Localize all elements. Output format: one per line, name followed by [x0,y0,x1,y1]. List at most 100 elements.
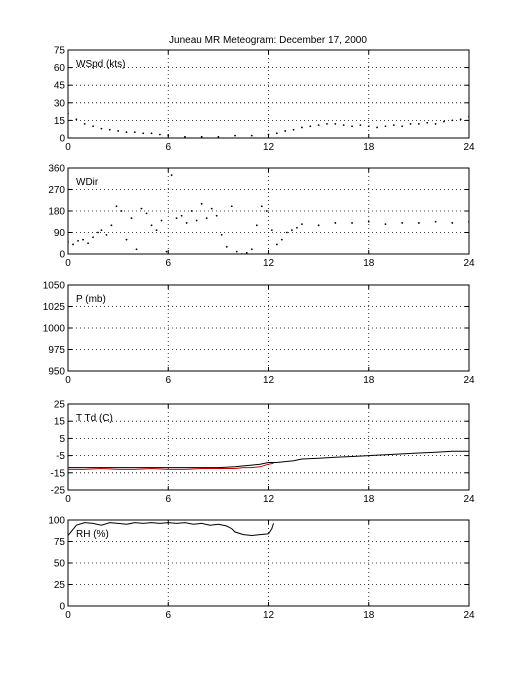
x-tick-label: 6 [165,142,171,153]
y-tick-label: 270 [48,185,65,196]
data-point [117,130,120,132]
data-point [384,125,387,128]
data-point [417,222,420,224]
data-point [160,219,163,222]
data-point [87,242,89,245]
x-tick-label: 12 [263,375,275,386]
data-point [255,224,258,227]
data-point [200,202,203,205]
x-tick-label: 6 [165,375,171,386]
data-point [83,123,86,125]
series-line [68,450,469,469]
data-point [285,231,288,234]
x-tick-label: 0 [65,375,71,386]
data-point [130,217,133,220]
x-tick-label: 12 [263,610,275,621]
data-point [468,220,469,223]
data-point [384,223,387,226]
data-point [301,126,303,129]
data-point [292,128,295,131]
data-point [342,124,345,126]
y-tick-label: -15 [51,468,66,479]
data-point [215,214,218,217]
data-point [72,243,74,246]
y-tick-label: 90 [54,228,66,239]
data-point [133,131,136,134]
y-tick-label: -5 [56,451,65,462]
data-point [184,135,186,138]
data-point [250,134,253,137]
y-tick-label: 1050 [43,281,66,292]
panel-label: WDir [76,177,99,188]
panel-label: P (mb) [76,294,106,305]
data-point [434,220,437,223]
data-point [97,231,99,234]
data-point [100,229,103,232]
data-point [290,229,293,232]
x-tick-label: 12 [263,494,275,505]
data-point [240,253,243,254]
x-tick-label: 0 [65,610,71,621]
data-point [459,118,462,121]
y-tick-label: 15 [54,116,66,127]
x-tick-label: 0 [65,258,71,269]
panel-4: 0 6 12 18 24 -25 -15 -5 5 15 25 T Td (C) [51,400,475,506]
data-point [125,238,128,241]
data-point [150,132,153,135]
data-point [220,233,223,236]
data-point [82,238,84,241]
data-point [92,125,94,128]
data-point [301,223,303,226]
x-tick-label: 24 [463,375,475,386]
x-tick-label: 0 [65,142,71,153]
data-point [267,133,270,136]
data-point [170,174,173,177]
y-tick-label: 5 [59,434,65,445]
data-point [150,224,153,227]
x-tick-label: 18 [363,258,375,269]
x-tick-label: 18 [363,494,375,505]
x-tick-label: 18 [363,610,375,621]
data-point [451,119,454,122]
x-tick-label: 6 [165,610,171,621]
data-point [230,205,233,208]
data-point [260,205,263,208]
figure-title: Juneau MR Meteogram: December 17, 2000 [169,35,367,46]
data-point [443,120,445,123]
data-point [135,248,138,251]
y-tick-label: 180 [48,207,65,218]
data-point [180,214,183,217]
x-tick-label: 18 [363,142,375,153]
x-tick-label: 24 [463,258,475,269]
panel-label: WSpd (kts) [76,59,125,70]
y-tick-label: 1025 [43,302,66,313]
data-point [409,123,412,125]
data-point [75,118,78,121]
data-point [275,243,278,246]
data-point [77,239,79,242]
data-point [367,220,370,223]
data-point [234,134,236,137]
data-point [451,222,454,224]
data-point [225,245,228,248]
data-point [401,222,404,224]
data-point [270,229,273,232]
x-tick-label: 24 [463,610,475,621]
data-point [351,125,353,128]
data-point [185,222,188,224]
x-tick-label: 18 [363,375,375,386]
data-point [158,133,161,136]
data-point [140,207,143,210]
data-point [392,124,395,126]
data-point [68,112,69,115]
data-point [334,222,337,224]
y-tick-label: 1000 [43,324,66,335]
data-point [235,250,238,253]
data-point [417,123,420,125]
y-tick-label: 30 [54,98,66,109]
data-point [195,219,198,222]
series-line [68,462,274,470]
data-point [165,250,168,253]
panel-5: 0 6 12 18 24 0 25 50 75 100 RH (%) [48,516,475,622]
